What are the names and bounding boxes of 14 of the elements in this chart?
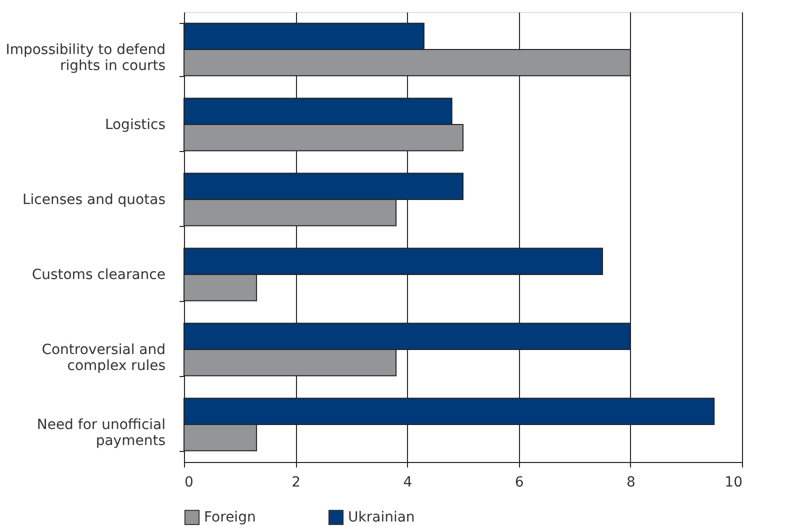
y-tick-label: Controversial and complex rules: [42, 342, 166, 374]
legend-label: Foreign: [204, 509, 256, 526]
y-tick-label: Logistics: [104, 117, 166, 133]
y-tick-label: Licenses and quotas: [22, 192, 166, 208]
y-tick-label: Need for unofficial payments: [36, 417, 166, 449]
x-tick-label: 4: [403, 474, 412, 490]
y-tick-label: Impossibility to defend rights in courts: [6, 42, 166, 74]
x-tick-label: 8: [626, 474, 636, 490]
legend-label: Ukrainian: [348, 509, 415, 526]
x-tick-label: 10: [724, 474, 742, 490]
y-tick-label: Customs clearance: [32, 267, 166, 283]
x-tick-label: 0: [184, 474, 194, 490]
x-tick-label: 2: [292, 474, 301, 490]
x-tick-label: 6: [514, 474, 524, 490]
